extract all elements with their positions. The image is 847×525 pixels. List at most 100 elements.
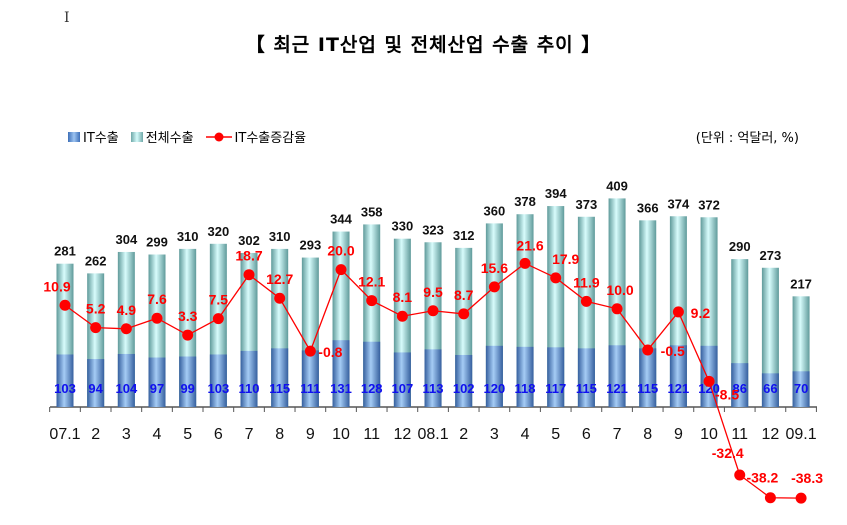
- total-value-label: 358: [361, 204, 383, 219]
- total-value-label: 373: [576, 197, 598, 212]
- growth-rate-label: 9.2: [691, 305, 711, 321]
- x-tick-label: 08.1: [417, 426, 448, 443]
- bar-it-export: [485, 345, 503, 407]
- x-tick-label: 8: [643, 426, 652, 443]
- total-value-label: 344: [330, 212, 352, 227]
- growth-rate-label: 9.5: [423, 284, 443, 300]
- x-tick-label: 12: [762, 426, 780, 443]
- growth-rate-point: [672, 306, 684, 318]
- total-value-label: 320: [207, 224, 229, 239]
- it-value-label: 70: [794, 381, 808, 396]
- growth-rate-label: 17.9: [552, 251, 579, 267]
- it-value-label: 104: [115, 381, 137, 396]
- legend-swatch-it: [68, 131, 80, 142]
- chart-title: 【 최근 IT산업 및 전체산업 수출 추이 】: [245, 34, 602, 56]
- total-value-label: 273: [760, 248, 782, 263]
- bar-it-export: [363, 341, 381, 407]
- growth-rate-point: [90, 322, 102, 334]
- total-value-label: 217: [790, 276, 812, 291]
- it-value-label: 118: [515, 381, 536, 396]
- x-tick-label: 11: [731, 426, 748, 443]
- it-value-label: 86: [733, 381, 747, 396]
- growth-rate-point: [488, 281, 500, 293]
- growth-rate-label: 3.3: [178, 308, 198, 324]
- total-value-label: 304: [115, 232, 137, 247]
- it-value-label: 121: [668, 381, 690, 396]
- growth-rate-point: [550, 272, 562, 284]
- growth-rate-label: 11.9: [573, 274, 600, 290]
- growth-rate-point: [212, 313, 224, 325]
- bar-it-export: [577, 348, 595, 407]
- x-tick-label: 6: [214, 426, 223, 443]
- x-tick-label: 6: [582, 426, 591, 443]
- total-value-label: 302: [238, 233, 260, 248]
- it-value-label: 107: [392, 381, 414, 396]
- total-value-label: 299: [146, 235, 168, 250]
- x-tick-label: 5: [183, 426, 192, 443]
- legend-line-marker: [205, 132, 232, 141]
- x-tick-label: 7: [245, 426, 254, 443]
- legend-growth-rate: IT수출증감율: [205, 127, 306, 146]
- bar-it-export: [669, 345, 687, 407]
- bar-it-export: [87, 359, 105, 407]
- growth-rate-label: 12.1: [358, 274, 385, 290]
- x-tick-label: 10: [332, 426, 350, 443]
- growth-rate-point: [642, 344, 654, 356]
- it-value-label: 128: [361, 381, 383, 396]
- legend-total-export: 전체수출: [130, 127, 194, 146]
- it-value-label: 120: [698, 381, 720, 396]
- growth-rate-point: [427, 305, 439, 317]
- bar-it-export: [608, 345, 626, 407]
- growth-rate-label: -0.5: [661, 343, 685, 359]
- growth-rate-label: 21.6: [516, 237, 543, 253]
- unit-label: (단위 : 억달러, %): [695, 131, 799, 146]
- it-value-label: 94: [88, 381, 103, 396]
- total-value-label: 310: [177, 229, 199, 244]
- x-tick-label: 10: [700, 426, 718, 443]
- it-value-label: 115: [637, 381, 658, 396]
- growth-rate-label: 10.0: [606, 282, 633, 298]
- growth-rate-point: [611, 303, 623, 315]
- x-tick-label: 12: [393, 426, 411, 443]
- total-value-label: 394: [545, 186, 567, 201]
- growth-rate-label: 10.9: [43, 278, 70, 294]
- bar-it-export: [209, 354, 227, 407]
- growth-rate-point: [458, 308, 470, 320]
- growth-rate-label: 20.0: [327, 243, 354, 259]
- total-value-label: 262: [85, 253, 107, 268]
- growth-rate-label: -38.2: [746, 470, 778, 486]
- growth-rate-point: [59, 299, 71, 311]
- bar-it-export: [56, 354, 74, 407]
- growth-rate-point: [519, 257, 531, 269]
- it-value-label: 121: [606, 381, 628, 396]
- bar-it-export: [792, 371, 810, 407]
- growth-rate-label: 12.7: [266, 271, 293, 287]
- growth-rate-point: [335, 264, 347, 276]
- x-tick-label: 3: [122, 426, 131, 443]
- x-tick-label: 8: [275, 426, 284, 443]
- it-value-label: 111: [300, 381, 320, 396]
- bar-it-export: [547, 347, 565, 407]
- total-value-label: 310: [269, 229, 291, 244]
- it-value-label: 99: [180, 381, 194, 396]
- text-cursor-icon: I: [64, 10, 70, 26]
- bar-it-export: [148, 357, 166, 407]
- total-value-label: 360: [484, 203, 506, 218]
- x-tick-label: 3: [490, 426, 499, 443]
- growth-rate-label: 7.5: [209, 292, 229, 308]
- growth-rate-label: 4.9: [117, 302, 137, 318]
- growth-rate-label: 5.2: [86, 301, 106, 317]
- total-value-label: 281: [54, 244, 76, 259]
- growth-rate-label: 8.1: [393, 289, 413, 305]
- total-value-label: 290: [729, 239, 751, 254]
- total-value-label: 374: [668, 196, 690, 211]
- total-value-label: 372: [698, 197, 720, 212]
- it-value-label: 102: [453, 381, 475, 396]
- legend-label: IT수출: [83, 131, 119, 146]
- bar-it-export: [761, 373, 779, 407]
- bar-it-export: [393, 352, 411, 407]
- legend-it-export: IT수출: [68, 127, 119, 146]
- total-value-label: 323: [422, 222, 444, 237]
